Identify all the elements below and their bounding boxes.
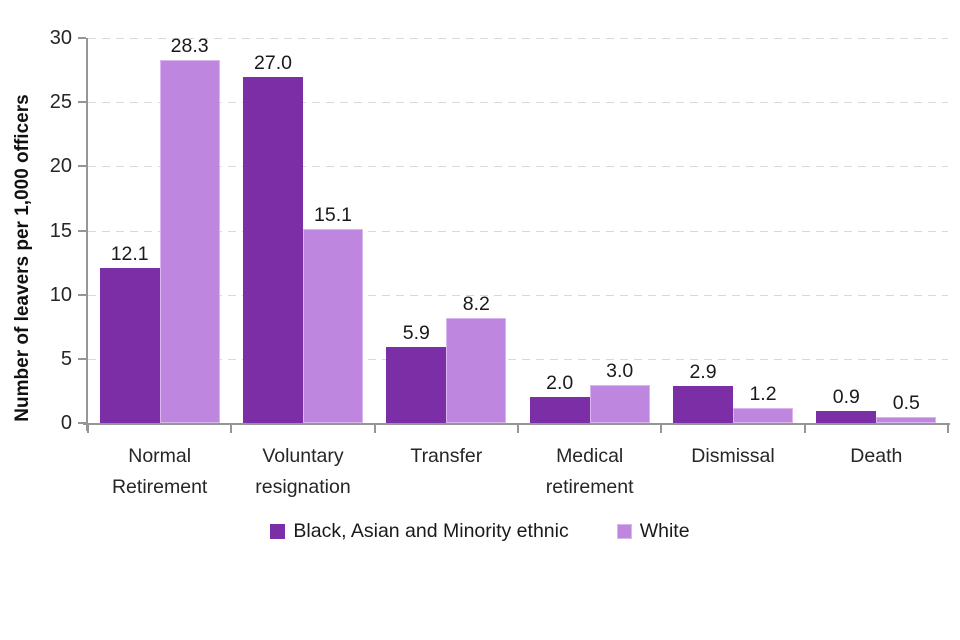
legend-item-bame: Black, Asian and Minority ethnic: [270, 519, 569, 543]
y-tick: [78, 293, 86, 296]
bar-white: [589, 384, 650, 423]
gridline: [88, 38, 948, 39]
bar-value-label: 5.9: [402, 322, 430, 345]
legend-item-white: White: [616, 519, 690, 543]
bar-value-label: 28.3: [170, 34, 209, 57]
bar-value-label: 0.9: [832, 386, 860, 409]
y-tick-label: 15: [49, 219, 72, 242]
bar-white: [303, 229, 363, 423]
bar-bame: [243, 76, 303, 423]
bar-value-label: 3.0: [606, 359, 634, 382]
x-tick: [87, 425, 89, 433]
bar-value-label: 1.2: [749, 382, 777, 405]
category-label: Medical retirement: [545, 445, 634, 498]
bar-bame: [816, 411, 877, 423]
category-label: Voluntary resignation: [255, 445, 351, 498]
bar-bame: [529, 397, 590, 423]
bar-value-label: 2.9: [689, 360, 717, 383]
category-label: Transfer: [410, 445, 483, 467]
y-tick-label: 25: [49, 91, 72, 114]
y-tick-label: 30: [49, 27, 72, 49]
y-tick-label: 5: [60, 347, 72, 370]
category-label: Death: [850, 445, 903, 467]
bar-bame: [386, 347, 447, 423]
y-tick-label: 20: [49, 155, 72, 178]
gridline: [88, 230, 948, 232]
x-tick: [660, 425, 663, 433]
category-label: Normal Retirement: [111, 445, 208, 498]
bar-white: [876, 416, 937, 423]
bar-value-label: 15.1: [314, 204, 352, 227]
plot-area: 0 5 10 15 20 25 30 12.1 28.3 27.0 15.1 5.9 8.2 2.0 3.0…: [50, 27, 950, 434]
category-label: Dismissal: [691, 445, 775, 467]
legend-label-bame: Black, Asian and Minority ethnic: [293, 519, 569, 542]
legend: Black, Asian and Minority ethnic White: [0, 516, 960, 546]
legend-label-white: White: [639, 519, 690, 542]
legend-swatch-white: [616, 523, 632, 539]
x-tick: [803, 425, 806, 433]
gridline: [88, 102, 948, 104]
x-tick: [517, 425, 519, 433]
legend-swatch-bame: [270, 523, 286, 539]
bar-white: [159, 59, 220, 423]
y-tick: [78, 101, 86, 104]
x-tick: [947, 425, 949, 433]
x-tick: [373, 425, 376, 433]
y-tick: [78, 422, 86, 424]
bar-value-label: 2.0: [546, 372, 574, 395]
x-tick: [230, 425, 233, 433]
bar-white: [446, 317, 507, 423]
y-tick-label: 0: [60, 412, 72, 434]
y-tick-label: 10: [49, 283, 72, 306]
gridline: [88, 294, 948, 296]
bar-value-label: 27.0: [254, 51, 292, 74]
bar-value-label: 0.5: [892, 391, 920, 414]
y-tick: [78, 357, 86, 360]
gridline: [88, 166, 948, 168]
bar-bame: [99, 267, 160, 423]
y-tick: [78, 229, 86, 232]
bar-value-label: 12.1: [110, 242, 149, 265]
bar-white: [733, 407, 793, 423]
x-axis-line: [83, 423, 950, 425]
gridline: [88, 358, 948, 360]
bar-bame: [673, 385, 733, 423]
x-axis-labels: Normal Retirement Voluntary resignation Tr…: [88, 441, 948, 507]
y-axis-line: [86, 38, 88, 431]
bar-value-label: 8.2: [462, 292, 490, 315]
y-axis-title: Number of leavers per 1,000 officers: [12, 94, 33, 422]
y-tick: [78, 37, 86, 39]
y-tick: [78, 165, 86, 168]
